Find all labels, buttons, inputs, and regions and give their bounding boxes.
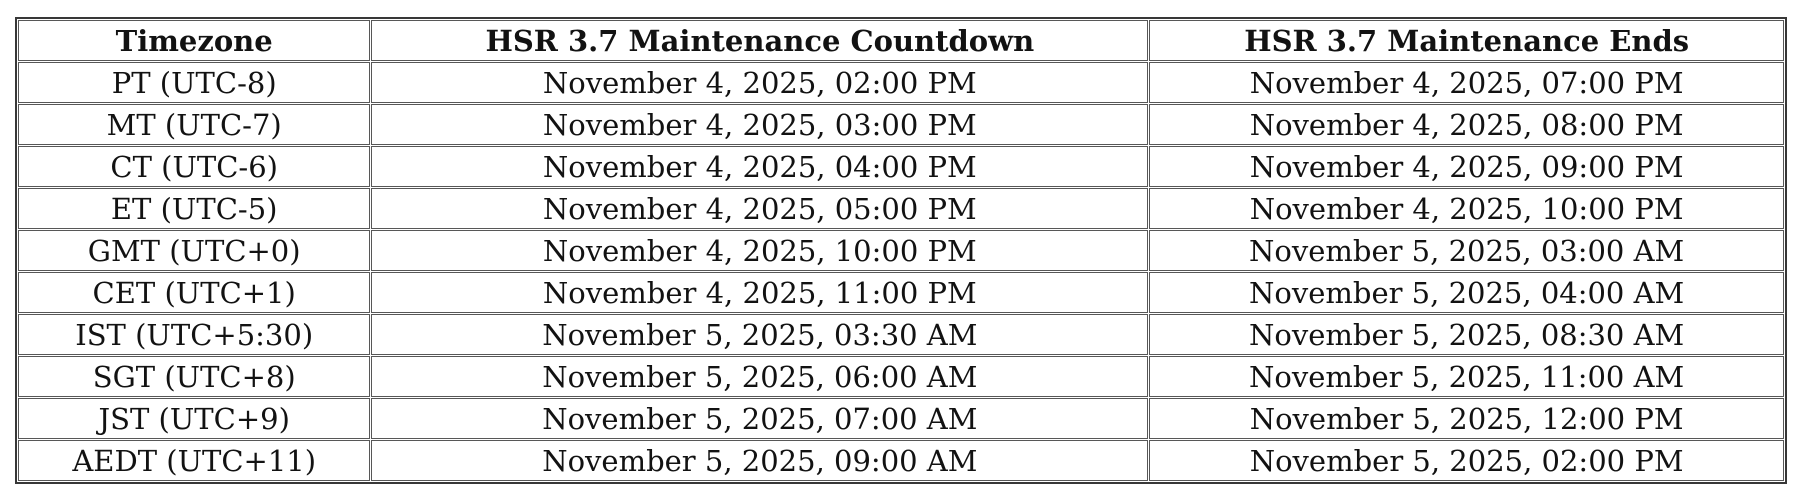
col-header-timezone: Timezone bbox=[18, 20, 371, 61]
timezone-cell: JST (UTC+9) bbox=[18, 398, 371, 439]
timezone-cell: AEDT (UTC+11) bbox=[18, 440, 371, 481]
countdown-cell: November 4, 2025, 03:00 PM bbox=[371, 104, 1149, 145]
timezone-cell: GMT (UTC+0) bbox=[18, 230, 371, 271]
countdown-cell: November 5, 2025, 03:30 AM bbox=[371, 314, 1149, 355]
ends-cell: November 4, 2025, 07:00 PM bbox=[1149, 62, 1784, 103]
table-row: GMT (UTC+0) November 4, 2025, 10:00 PM N… bbox=[18, 230, 1784, 271]
table-row: JST (UTC+9) November 5, 2025, 07:00 AM N… bbox=[18, 398, 1784, 439]
ends-cell: November 5, 2025, 12:00 PM bbox=[1149, 398, 1784, 439]
table-header: Timezone HSR 3.7 Maintenance Countdown H… bbox=[18, 20, 1784, 61]
countdown-cell: November 5, 2025, 06:00 AM bbox=[371, 356, 1149, 397]
countdown-cell: November 5, 2025, 07:00 AM bbox=[371, 398, 1149, 439]
timezone-cell: CT (UTC-6) bbox=[18, 146, 371, 187]
table-row: CT (UTC-6) November 4, 2025, 04:00 PM No… bbox=[18, 146, 1784, 187]
ends-cell: November 4, 2025, 08:00 PM bbox=[1149, 104, 1784, 145]
countdown-cell: November 5, 2025, 09:00 AM bbox=[371, 440, 1149, 481]
countdown-cell: November 4, 2025, 11:00 PM bbox=[371, 272, 1149, 313]
countdown-cell: November 4, 2025, 04:00 PM bbox=[371, 146, 1149, 187]
countdown-cell: November 4, 2025, 05:00 PM bbox=[371, 188, 1149, 229]
col-header-ends: HSR 3.7 Maintenance Ends bbox=[1149, 20, 1784, 61]
timezone-cell: PT (UTC-8) bbox=[18, 62, 371, 103]
table-row: CET (UTC+1) November 4, 2025, 11:00 PM N… bbox=[18, 272, 1784, 313]
timezone-cell: SGT (UTC+8) bbox=[18, 356, 371, 397]
ends-cell: November 5, 2025, 03:00 AM bbox=[1149, 230, 1784, 271]
timezone-cell: CET (UTC+1) bbox=[18, 272, 371, 313]
table-body: PT (UTC-8) November 4, 2025, 02:00 PM No… bbox=[18, 62, 1784, 481]
table-row: AEDT (UTC+11) November 5, 2025, 09:00 AM… bbox=[18, 440, 1784, 481]
table-row: SGT (UTC+8) November 5, 2025, 06:00 AM N… bbox=[18, 356, 1784, 397]
table-row: PT (UTC-8) November 4, 2025, 02:00 PM No… bbox=[18, 62, 1784, 103]
table-row: MT (UTC-7) November 4, 2025, 03:00 PM No… bbox=[18, 104, 1784, 145]
ends-cell: November 5, 2025, 02:00 PM bbox=[1149, 440, 1784, 481]
ends-cell: November 5, 2025, 04:00 AM bbox=[1149, 272, 1784, 313]
header-row: Timezone HSR 3.7 Maintenance Countdown H… bbox=[18, 20, 1784, 61]
timezone-cell: ET (UTC-5) bbox=[18, 188, 371, 229]
table-row: IST (UTC+5:30) November 5, 2025, 03:30 A… bbox=[18, 314, 1784, 355]
timezone-cell: MT (UTC-7) bbox=[18, 104, 371, 145]
countdown-cell: November 4, 2025, 10:00 PM bbox=[371, 230, 1149, 271]
col-header-countdown: HSR 3.7 Maintenance Countdown bbox=[371, 20, 1149, 61]
countdown-cell: November 4, 2025, 02:00 PM bbox=[371, 62, 1149, 103]
ends-cell: November 4, 2025, 09:00 PM bbox=[1149, 146, 1784, 187]
maintenance-schedule-table: Timezone HSR 3.7 Maintenance Countdown H… bbox=[15, 17, 1787, 484]
ends-cell: November 5, 2025, 11:00 AM bbox=[1149, 356, 1784, 397]
ends-cell: November 4, 2025, 10:00 PM bbox=[1149, 188, 1784, 229]
table-row: ET (UTC-5) November 4, 2025, 05:00 PM No… bbox=[18, 188, 1784, 229]
ends-cell: November 5, 2025, 08:30 AM bbox=[1149, 314, 1784, 355]
timezone-cell: IST (UTC+5:30) bbox=[18, 314, 371, 355]
maintenance-table-container: Timezone HSR 3.7 Maintenance Countdown H… bbox=[15, 17, 1787, 484]
